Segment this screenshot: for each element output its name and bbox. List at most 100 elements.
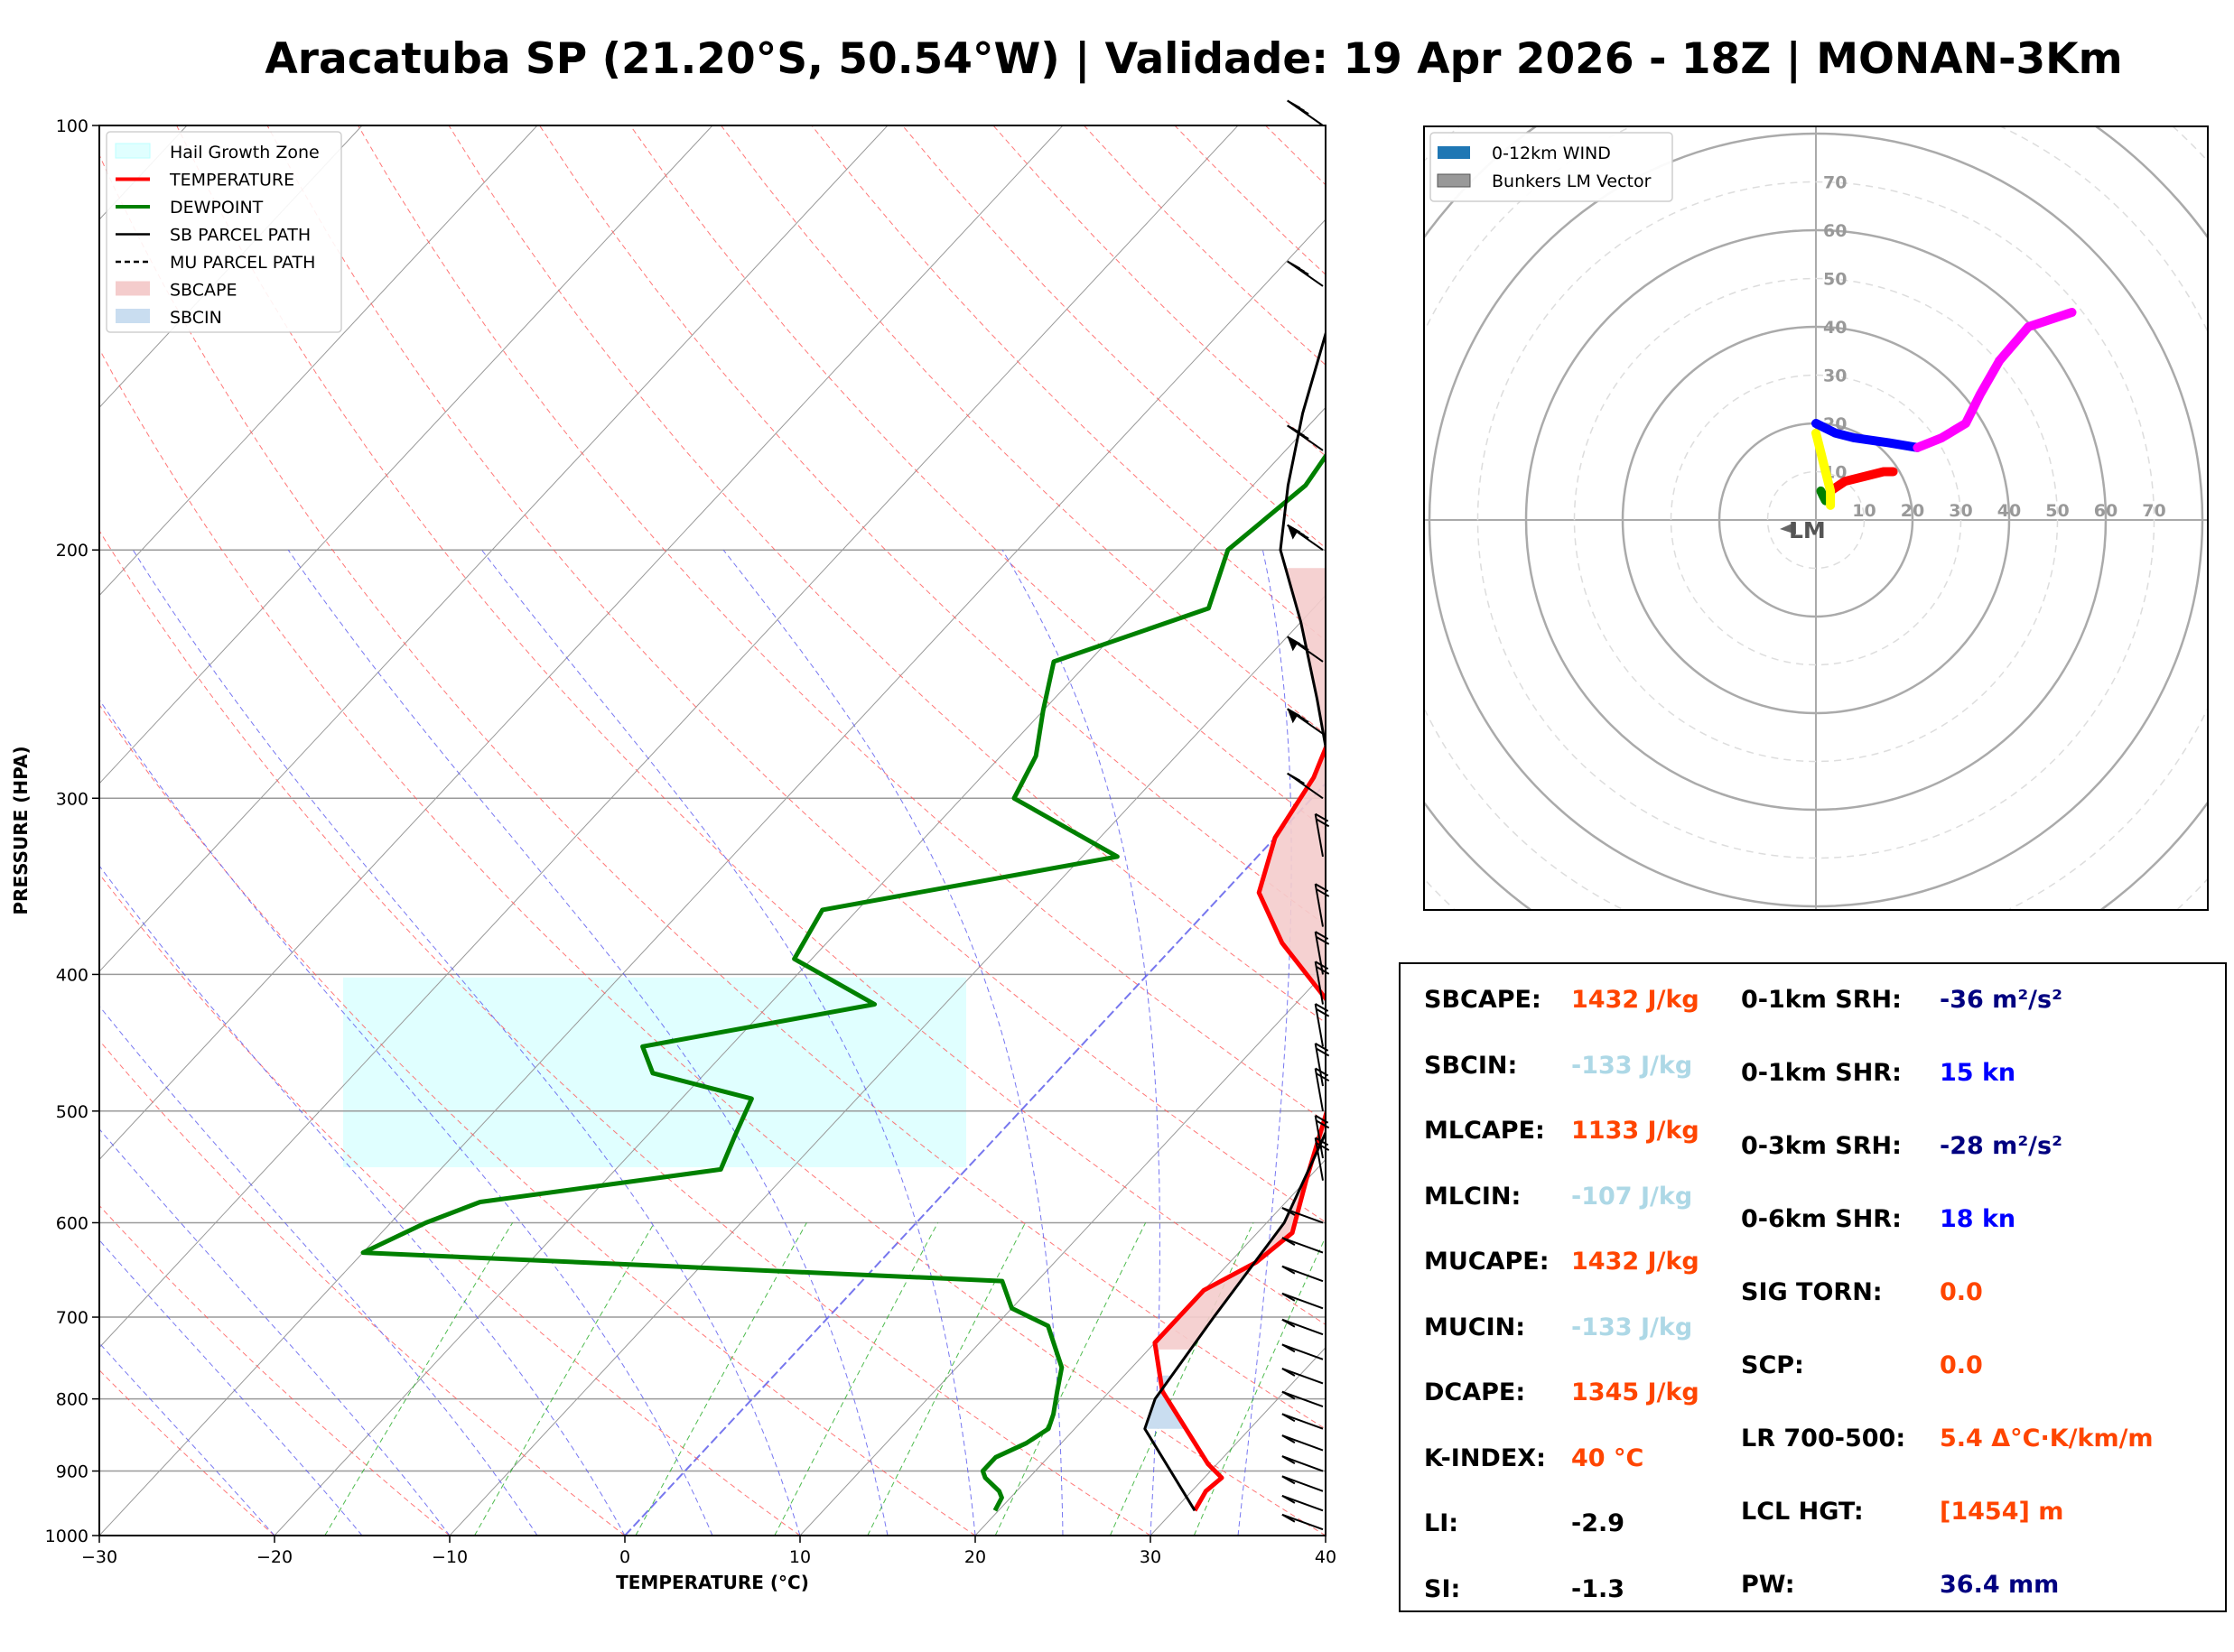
y-tick-label: 100 (56, 116, 88, 136)
stat-value: 40 °C (1571, 1443, 1644, 1472)
hodo-ring-label-vertical: 70 (1823, 173, 1847, 193)
x-tick-label: −30 (81, 1547, 117, 1567)
legend-swatch (1438, 146, 1470, 159)
moist-adiabat (287, 549, 889, 1536)
isotherm (99, 218, 1326, 1536)
skewt-frame (98, 125, 1326, 1536)
barb-staff (1314, 931, 1324, 975)
isotherm (99, 125, 1064, 1161)
isotherm (449, 594, 1326, 1536)
y-tick-label: 300 (56, 789, 88, 809)
hodo-ring (1476, 181, 2155, 859)
hodo-ring-label: 40 (1997, 501, 2021, 521)
stat-label: SI: (1424, 1574, 1461, 1603)
dry-adiabat (448, 125, 1326, 1024)
barb-flag (1281, 1475, 1296, 1485)
wind-barb (1287, 260, 1324, 287)
barb-staff (1281, 1475, 1324, 1492)
moist-adiabat (722, 549, 1064, 1536)
barb-staff (1281, 1265, 1324, 1283)
mixing-ratio-line (994, 1222, 1147, 1536)
x-tick-label: 20 (964, 1547, 986, 1567)
barb-staff (1281, 1434, 1324, 1452)
moist-adiabat (99, 1005, 538, 1536)
wind-barb (1281, 1390, 1324, 1407)
hodo-ring (1670, 374, 1962, 666)
dry-adiabat (99, 529, 1151, 1536)
stat-label: LI: (1424, 1509, 1459, 1537)
wind-barb (1287, 772, 1324, 800)
y-axis-label: PRESSURE (HPA) (10, 746, 32, 914)
stat-value: 15 kn (1940, 1059, 2016, 1087)
isotherm (1325, 1535, 1326, 1536)
stat-value: 1432 J/kg (1571, 1248, 1699, 1276)
hodo-ring-label: 30 (1949, 501, 1972, 521)
x-axis-label: TEMPERATURE (°C) (616, 1572, 809, 1593)
barb-flag (1316, 818, 1330, 828)
barb-flag (1295, 530, 1309, 540)
stat-value: 1133 J/kg (1571, 1117, 1699, 1145)
hodo-ring-label-vertical: 50 (1823, 270, 1847, 290)
wind-barb (1281, 1368, 1324, 1385)
legend-swatch (116, 309, 150, 323)
stat-label: DCAPE: (1424, 1378, 1526, 1406)
barb-flag (1281, 1237, 1296, 1247)
hodo-series-1-3km (1826, 467, 1898, 496)
moist-adiabat (1325, 1532, 1326, 1536)
dry-adiabat (629, 125, 1326, 831)
barb-staff (1314, 1068, 1324, 1111)
barb-flag (1316, 1119, 1330, 1129)
stat-value: -107 J/kg (1571, 1182, 1693, 1211)
dry-adiabat (358, 125, 1326, 1123)
legend-swatch (1437, 173, 1471, 188)
stat-value: -2.9 (1571, 1509, 1625, 1537)
bunkers-lm-arrow (1780, 522, 1796, 534)
barb-flag (1316, 935, 1330, 945)
barb-flag (1281, 1413, 1296, 1423)
barb-staff (1314, 1003, 1324, 1047)
hodograph-frame (1423, 125, 2209, 911)
stat-label: SCP: (1741, 1351, 1804, 1379)
hodo-series-0-1km (1816, 486, 1830, 506)
barb-staff (1281, 1292, 1324, 1310)
barb-flag (1281, 1318, 1296, 1328)
barb-flag (1295, 642, 1309, 651)
barb-staff (1314, 1115, 1324, 1159)
legend-label: SB PARCEL PATH (170, 226, 311, 246)
barb-pennant (1287, 524, 1299, 540)
legend-label: SBCIN (170, 308, 222, 328)
wind-barb (1287, 636, 1324, 663)
moist-adiabat (99, 1239, 363, 1536)
isotherm (99, 125, 538, 597)
wind-barb (1314, 1003, 1330, 1047)
series-temperature (1152, 742, 1326, 1512)
dry-adiabat (811, 125, 1326, 642)
hodo-ring (1766, 470, 1866, 570)
isotherm (99, 125, 713, 784)
hodo-ring (1621, 325, 2011, 715)
wind-barb (1281, 1318, 1324, 1336)
stat-label: SBCIN: (1424, 1051, 1518, 1080)
barb-flag (1316, 1047, 1330, 1057)
isotherm (99, 125, 1239, 1349)
wind-barb (1287, 424, 1324, 451)
barb-flag (1316, 966, 1330, 975)
mixing-ratio-line (774, 1222, 939, 1536)
stat-value: 5.4 Δ°C·K/km/m (1940, 1425, 2154, 1452)
x-tick-label: 0 (619, 1547, 630, 1567)
stat-label: 0-3km SRH: (1741, 1132, 1902, 1160)
barb-flag (1295, 431, 1309, 440)
x-tick-label: −10 (432, 1547, 468, 1567)
hodo-series-9-12km (1913, 308, 2077, 452)
barb-staff (1281, 1413, 1324, 1430)
wind-barb (1287, 524, 1324, 552)
stat-label: 0-1km SRH: (1741, 986, 1902, 1014)
x-tick-label: 40 (1315, 1547, 1336, 1567)
mixing-ratio-line (1193, 1236, 1326, 1536)
moist-adiabat (99, 1128, 451, 1536)
barb-flag (1281, 1265, 1296, 1275)
y-tick-label: 400 (56, 965, 88, 985)
stat-value: [1454] m (1940, 1498, 2064, 1526)
dry-adiabat (99, 703, 976, 1536)
barb-staff (1314, 1043, 1324, 1087)
